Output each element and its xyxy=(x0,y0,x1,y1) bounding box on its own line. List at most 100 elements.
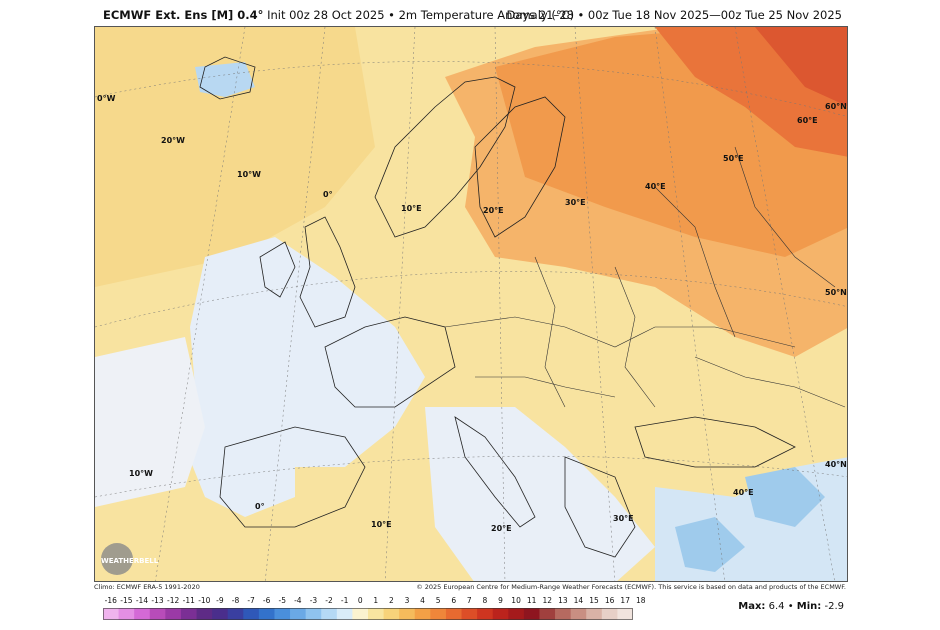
grat-lat-50 xyxy=(95,271,847,328)
colorbar-swatch xyxy=(134,608,151,620)
colorbar-swatch xyxy=(290,608,307,620)
coast-ireland xyxy=(259,241,296,298)
colorbar-tick-label: -10 xyxy=(198,596,211,605)
colorbar-tick-label: -14 xyxy=(135,596,149,605)
credits-row: Climo: ECMWF ERA-5 1991-2020 © 2025 Euro… xyxy=(0,583,940,593)
colorbar-swatch xyxy=(103,608,119,620)
colorbar-swatch xyxy=(570,608,587,620)
grat-lat-40 xyxy=(95,455,847,498)
lon-20e-n: 20°E xyxy=(483,206,504,215)
colorbar-outline xyxy=(103,608,633,620)
colorbar-tick-label: -2 xyxy=(325,596,333,605)
coast-black-sea xyxy=(634,416,796,468)
svg-text:WEATHERBELL: WEATHERBELL xyxy=(101,557,159,565)
colorbar-swatch xyxy=(258,608,275,620)
colorbar-tick-label: 5 xyxy=(435,596,441,605)
lat-50n: 50°N xyxy=(825,288,847,297)
colorbar-tick-label: 1 xyxy=(373,596,379,605)
coast-norway xyxy=(374,76,516,238)
coastlines xyxy=(199,56,796,558)
hot-core xyxy=(755,27,847,107)
colorbar-swatch xyxy=(180,608,197,620)
colorbar-tick-label: 12 xyxy=(542,596,553,605)
near-normal-atlantic xyxy=(95,337,205,507)
colorbar-swatch xyxy=(243,608,260,620)
anomaly-map: 0°W 20°W 10°W 0° 10°E 20°E 30°E 40°E 50°… xyxy=(94,26,848,582)
colorbar-tick-label: 11 xyxy=(526,596,537,605)
coast-iberia xyxy=(219,426,366,528)
stats-separator: • xyxy=(787,601,794,612)
border-line-6 xyxy=(475,376,616,398)
max-label: Max: xyxy=(738,601,766,612)
colorbar-tick-label: -11 xyxy=(182,596,195,605)
colorbar-swatch xyxy=(352,608,369,620)
colorbar-tick-label: 2 xyxy=(388,596,394,605)
colorbar-tick-label: -13 xyxy=(151,596,164,605)
cool-patch-iceland xyxy=(195,62,255,97)
colorbar-swatch xyxy=(586,608,603,620)
colorbar-swatch xyxy=(336,608,353,620)
lon-0w-top: 0°W xyxy=(97,94,116,103)
colorbar-swatch xyxy=(617,608,633,620)
cool-patch-2 xyxy=(745,467,825,527)
colorbar-tick-label: 9 xyxy=(498,596,503,605)
colorbar-swatch xyxy=(149,608,166,620)
lon-0: 0° xyxy=(323,190,333,199)
lon-10e-s: 10°E xyxy=(371,520,392,529)
colorbar-swatch xyxy=(368,608,384,620)
near-normal-west xyxy=(185,237,425,517)
colorbar-tick-label: 4 xyxy=(420,596,425,605)
lon-20e-s: 20°E xyxy=(491,524,512,533)
colorbar-tick-label: 17 xyxy=(620,596,630,605)
grat-lon-40e xyxy=(654,27,726,581)
lon-10e-n: 10°E xyxy=(401,204,422,213)
colorbar-tick-label: 10 xyxy=(511,596,521,605)
coast-iceland xyxy=(199,56,256,100)
map-title: ECMWF Ext. Ens [M] 0.4° Init 00z 28 Oct … xyxy=(0,8,940,26)
colorbar-swatch xyxy=(196,608,213,620)
lon-40e-s: 40°E xyxy=(733,488,754,497)
coast-france xyxy=(324,316,456,408)
colorbar-swatch xyxy=(539,608,556,620)
weatherbell-logo: WEATHERBELL xyxy=(101,543,159,575)
lon-20w: 20°W xyxy=(161,136,185,145)
colorbar-ticks: -16 -15 -14 -13 -12 -11 -10 -9 -8 -7 -6 -5 -4 -3 -2 -1 0… xyxy=(103,596,646,606)
colorbar-tick-label: 7 xyxy=(466,596,472,605)
coast-italy xyxy=(454,416,536,528)
min-label: Min: xyxy=(796,601,822,612)
colorbar-swatch xyxy=(445,608,462,620)
colorbar-swatch xyxy=(492,608,509,620)
valid-period: Days 21–28 • 00z Tue 18 Nov 2025—00z Tue… xyxy=(506,8,842,22)
lon-10w-s: 10°W xyxy=(129,469,153,478)
border-line-5 xyxy=(734,146,836,288)
colorbar-swatch xyxy=(118,608,135,620)
warm-iberia xyxy=(295,467,385,547)
lon-0-s: 0° xyxy=(255,502,265,511)
colorbar-tick-label: 0 xyxy=(357,596,363,605)
lon-30e-n: 30°E xyxy=(565,198,586,207)
colorbar-swatch xyxy=(523,608,540,620)
border-line-2 xyxy=(534,256,566,408)
lon-30e-s: 30°E xyxy=(613,514,634,523)
colorbar-swatch xyxy=(399,608,416,620)
min-value: -2.9 xyxy=(824,601,844,612)
colorbar-tick-label: -8 xyxy=(231,596,240,605)
grat-lon-50e xyxy=(734,27,835,581)
colorbar-swatch xyxy=(508,608,525,620)
near-normal-balkans xyxy=(425,407,655,581)
colorbar-tick-label: -16 xyxy=(104,596,117,605)
grat-lat-60 xyxy=(95,61,847,117)
colorbar-tick-label: 8 xyxy=(482,596,488,605)
atlantic-shade xyxy=(95,27,375,287)
colorbar-tick-label: -7 xyxy=(247,596,255,605)
model-name: ECMWF Ext. Ens [M] 0.4° xyxy=(103,8,264,22)
max-min-stats: Max: 6.4 • Min: -2.9 xyxy=(738,601,844,612)
lat-40n: 40°N xyxy=(825,460,847,469)
colorbar-swatch xyxy=(274,608,291,620)
map-canvas: 0°W 20°W 10°W 0° 10°E 20°E 30°E 40°E 50°… xyxy=(95,27,847,581)
max-value: 6.4 xyxy=(768,601,785,612)
colorbar-tick-label: -1 xyxy=(340,596,349,605)
colorbar-swatch xyxy=(212,608,229,620)
graticule xyxy=(95,27,847,581)
colorbar-swatch xyxy=(461,608,478,620)
